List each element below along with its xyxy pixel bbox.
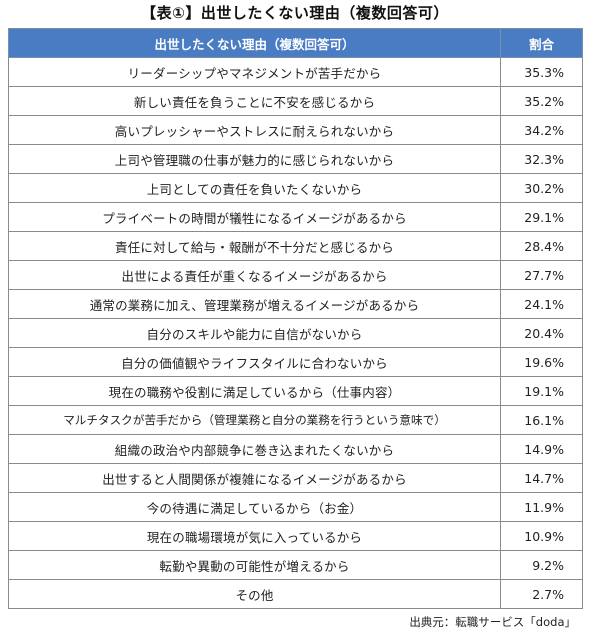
percentage-cell: 34.2% [500,115,583,145]
reason-cell: 高いプレッシャーやストレスに耐えられないから [8,115,501,145]
reason-cell: 上司や管理職の仕事が魅力的に感じられないから [8,144,501,174]
percentage-cell: 35.3% [500,57,583,87]
percentage-cell: 14.7% [500,463,583,493]
percentage-cell: 2.7% [500,579,583,609]
reason-cell: 出世による責任が重くなるイメージがあるから [8,260,501,290]
table-header-row: 出世したくない理由（複数回答可） 割合 [8,28,583,58]
table-row: 現在の職務や役割に満足しているから（仕事内容） 19.1% [8,376,583,406]
table-row: マルチタスクが苦手だから（管理業務と自分の業務を行うという意味で） 16.1% [8,405,583,435]
percentage-cell: 30.2% [500,173,583,203]
percentage-cell: 9.2% [500,550,583,580]
reason-cell: 新しい責任を負うことに不安を感じるから [8,86,501,116]
header-reason: 出世したくない理由（複数回答可） [8,28,501,58]
table-row: 出世すると人間関係が複雑になるイメージがあるから 14.7% [8,463,583,493]
percentage-cell: 10.9% [500,521,583,551]
percentage-cell: 32.3% [500,144,583,174]
reason-cell: 上司としての責任を負いたくないから [8,173,501,203]
reason-cell: 自分のスキルや能力に自信がないから [8,318,501,348]
percentage-cell: 16.1% [500,405,583,435]
reason-cell: リーダーシップやマネジメントが苦手だから [8,57,501,87]
percentage-cell: 35.2% [500,86,583,116]
reason-cell: 通常の業務に加え、管理業務が増えるイメージがあるから [8,289,501,319]
table-title: 【表①】出世したくない理由（複数回答可） [141,4,449,22]
table-row: 今の待遇に満足しているから（お金） 11.9% [8,492,583,522]
reason-cell: 現在の職場環境が気に入っているから [8,521,501,551]
reason-cell: 出世すると人間関係が複雑になるイメージがあるから [8,463,501,493]
percentage-cell: 29.1% [500,202,583,232]
table-row: 組織の政治や内部競争に巻き込まれたくないから 14.9% [8,434,583,464]
percentage-cell: 28.4% [500,231,583,261]
reason-cell: マルチタスクが苦手だから（管理業務と自分の業務を行うという意味で） [8,405,501,435]
table-row: 上司や管理職の仕事が魅力的に感じられないから 32.3% [8,144,583,174]
reason-cell: プライベートの時間が犠牲になるイメージがあるから [8,202,501,232]
reason-cell: 組織の政治や内部競争に巻き込まれたくないから [8,434,501,464]
percentage-cell: 14.9% [500,434,583,464]
reason-cell: 今の待遇に満足しているから（お金） [8,492,501,522]
percentage-cell: 27.7% [500,260,583,290]
reason-cell: その他 [8,579,501,609]
table-row: 上司としての責任を負いたくないから 30.2% [8,173,583,203]
reason-cell: 現在の職務や役割に満足しているから（仕事内容） [8,376,501,406]
percentage-cell: 11.9% [500,492,583,522]
reason-cell: 転勤や異動の可能性が増えるから [8,550,501,580]
reason-cell: 責任に対して給与・報酬が不十分だと感じるから [8,231,501,261]
survey-table: 出世したくない理由（複数回答可） 割合 リーダーシップやマネジメントが苦手だから… [8,28,583,609]
percentage-cell: 19.6% [500,347,583,377]
reason-cell: 自分の価値観やライフスタイルに合わないから [8,347,501,377]
source-credit: 出典元：転職サービス「doda」 [409,615,576,629]
percentage-cell: 19.1% [500,376,583,406]
table-row: 現在の職場環境が気に入っているから 10.9% [8,521,583,551]
table-row: 転勤や異動の可能性が増えるから 9.2% [8,550,583,580]
table-row: 高いプレッシャーやストレスに耐えられないから 34.2% [8,115,583,145]
table-row: 自分のスキルや能力に自信がないから 20.4% [8,318,583,348]
header-percentage: 割合 [500,28,583,58]
table-row: 責任に対して給与・報酬が不十分だと感じるから 28.4% [8,231,583,261]
table-row: その他 2.7% [8,579,583,609]
table-row: 自分の価値観やライフスタイルに合わないから 19.6% [8,347,583,377]
percentage-cell: 20.4% [500,318,583,348]
table-row: リーダーシップやマネジメントが苦手だから 35.3% [8,57,583,87]
percentage-cell: 24.1% [500,289,583,319]
table-row: 出世による責任が重くなるイメージがあるから 27.7% [8,260,583,290]
table-row: プライベートの時間が犠牲になるイメージがあるから 29.1% [8,202,583,232]
table-row: 新しい責任を負うことに不安を感じるから 35.2% [8,86,583,116]
table-row: 通常の業務に加え、管理業務が増えるイメージがあるから 24.1% [8,289,583,319]
